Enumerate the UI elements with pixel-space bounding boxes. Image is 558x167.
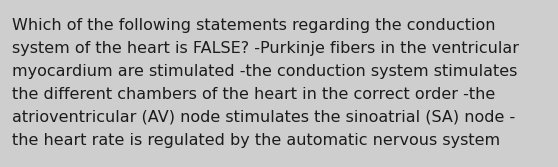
Text: the different chambers of the heart in the correct order -the: the different chambers of the heart in t… — [12, 87, 496, 102]
Text: the heart rate is regulated by the automatic nervous system: the heart rate is regulated by the autom… — [12, 133, 500, 148]
Text: system of the heart is FALSE? -Purkinje fibers in the ventricular: system of the heart is FALSE? -Purkinje … — [12, 41, 519, 56]
Text: Which of the following statements regarding the conduction: Which of the following statements regard… — [12, 18, 496, 33]
Text: myocardium are stimulated -the conduction system stimulates: myocardium are stimulated -the conductio… — [12, 64, 517, 79]
Text: atrioventricular (AV) node stimulates the sinoatrial (SA) node -: atrioventricular (AV) node stimulates th… — [12, 110, 515, 125]
